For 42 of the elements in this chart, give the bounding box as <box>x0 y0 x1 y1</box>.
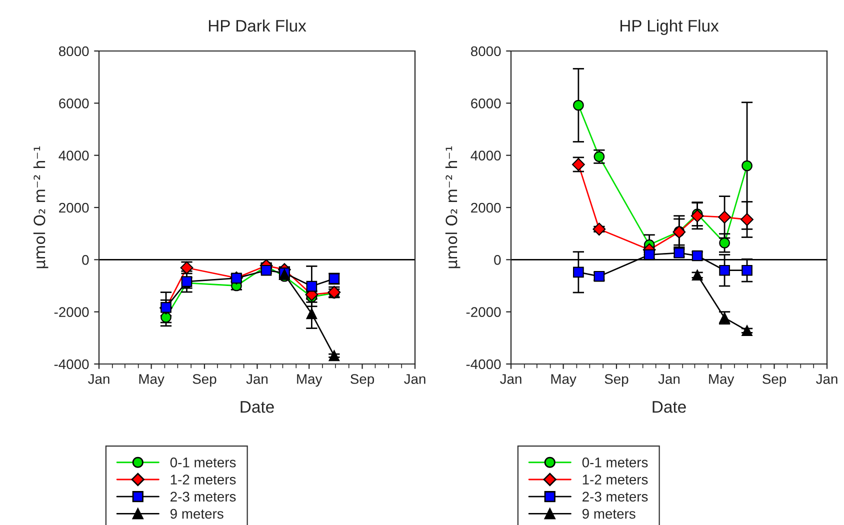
x-tick-label: Jan <box>816 374 838 384</box>
y-tick-label: -4000 <box>54 359 89 370</box>
x-tick-label: Sep <box>762 374 786 387</box>
legend-label: 2-3 meters <box>170 492 236 502</box>
chart-title: HP Light Flux <box>620 19 719 36</box>
x-tick-label: May <box>551 374 576 387</box>
x-tick-label: Sep <box>350 374 374 387</box>
x-tick-label: Jan <box>404 374 426 384</box>
y-axis-title: µmol O₂ m⁻² h⁻¹ <box>445 146 460 268</box>
legend-label: 9 meters <box>170 508 224 519</box>
y-tick-label: 0 <box>82 255 89 265</box>
x-tick-label: Sep <box>192 374 216 387</box>
x-axis-title: Date <box>652 401 686 413</box>
legend-label: 1-2 meters <box>582 474 648 484</box>
y-tick-label: 6000 <box>59 98 89 108</box>
x-tick-label: Sep <box>604 374 628 387</box>
x-tick-label: Jan <box>658 374 680 384</box>
x-tick-label: Jan <box>246 374 268 384</box>
y-tick-label: 6000 <box>471 98 501 108</box>
legend-label: 9 meters <box>582 508 636 519</box>
y-axis-title: µmol O₂ m⁻² h⁻¹ <box>33 146 48 268</box>
x-axis-title: Date <box>240 401 274 413</box>
x-tick-label: Jan <box>500 374 522 384</box>
x-tick-label: May <box>709 374 734 387</box>
y-tick-label: 2000 <box>59 202 89 213</box>
x-tick-label: May <box>297 374 322 387</box>
chart-title: HP Dark Flux <box>208 19 306 32</box>
legend-label: 2-3 meters <box>582 492 648 502</box>
legend-label: 1-2 meters <box>170 474 236 484</box>
y-tick-label: 8000 <box>470 46 501 56</box>
y-tick-label: -2000 <box>54 307 89 318</box>
y-tick-label: 4000 <box>470 150 501 161</box>
legend-label: 0-1 meters <box>170 458 236 468</box>
y-tick-label: 4000 <box>58 150 89 161</box>
y-tick-label: -4000 <box>466 359 501 370</box>
x-tick-label: May <box>139 374 164 387</box>
y-tick-label: -2000 <box>466 307 501 318</box>
legend-label: 0-1 meters <box>582 458 648 468</box>
y-tick-label: 0 <box>494 255 501 265</box>
y-tick-label: 8000 <box>58 46 89 56</box>
x-tick-label: Jan <box>88 374 110 384</box>
y-tick-label: 2000 <box>471 202 501 213</box>
